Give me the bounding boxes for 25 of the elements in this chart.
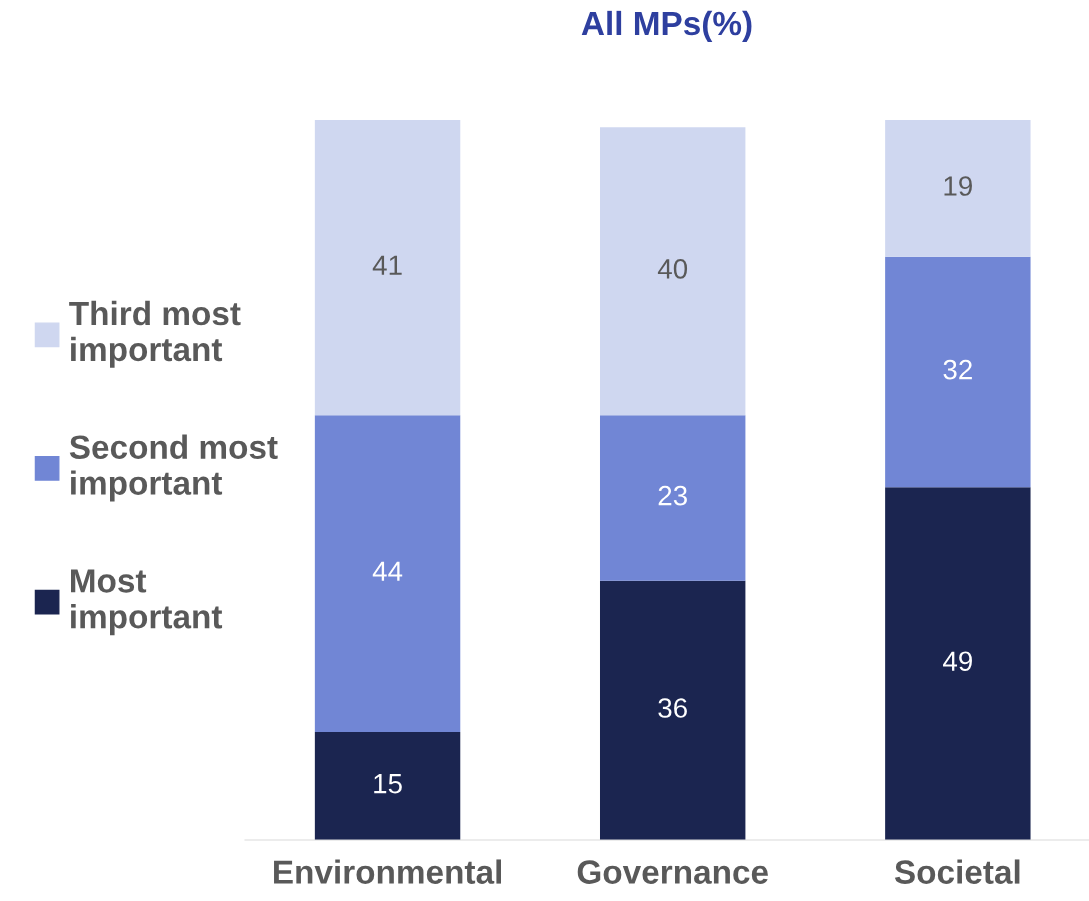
bar (314, 415, 461, 732)
chart-title: All MPs(%) (581, 10, 752, 42)
bar (885, 487, 1031, 840)
bar (885, 256, 1031, 488)
bar (599, 415, 746, 581)
data-label: 44 (372, 561, 403, 581)
legend-label: Most important (71, 569, 223, 636)
data-label: 40 (657, 258, 688, 279)
data-label: 36 (658, 698, 687, 718)
x-tick-label: Societal (894, 859, 1020, 884)
bar (599, 580, 746, 840)
data-label: 19 (944, 176, 972, 196)
data-label: 41 (372, 255, 402, 275)
bar (599, 127, 746, 416)
data-label: 32 (943, 359, 972, 380)
bar (314, 732, 461, 840)
data-label: 15 (374, 774, 402, 794)
bar (885, 120, 1031, 257)
bar (314, 120, 461, 416)
data-label: 49 (943, 651, 972, 672)
legend-label: Second most important (69, 434, 278, 502)
x-tick-label: Environmental (274, 859, 501, 884)
data-label: 23 (658, 485, 687, 506)
legend-label: Third most important (69, 300, 241, 368)
x-tick-label: Governance (577, 860, 768, 884)
